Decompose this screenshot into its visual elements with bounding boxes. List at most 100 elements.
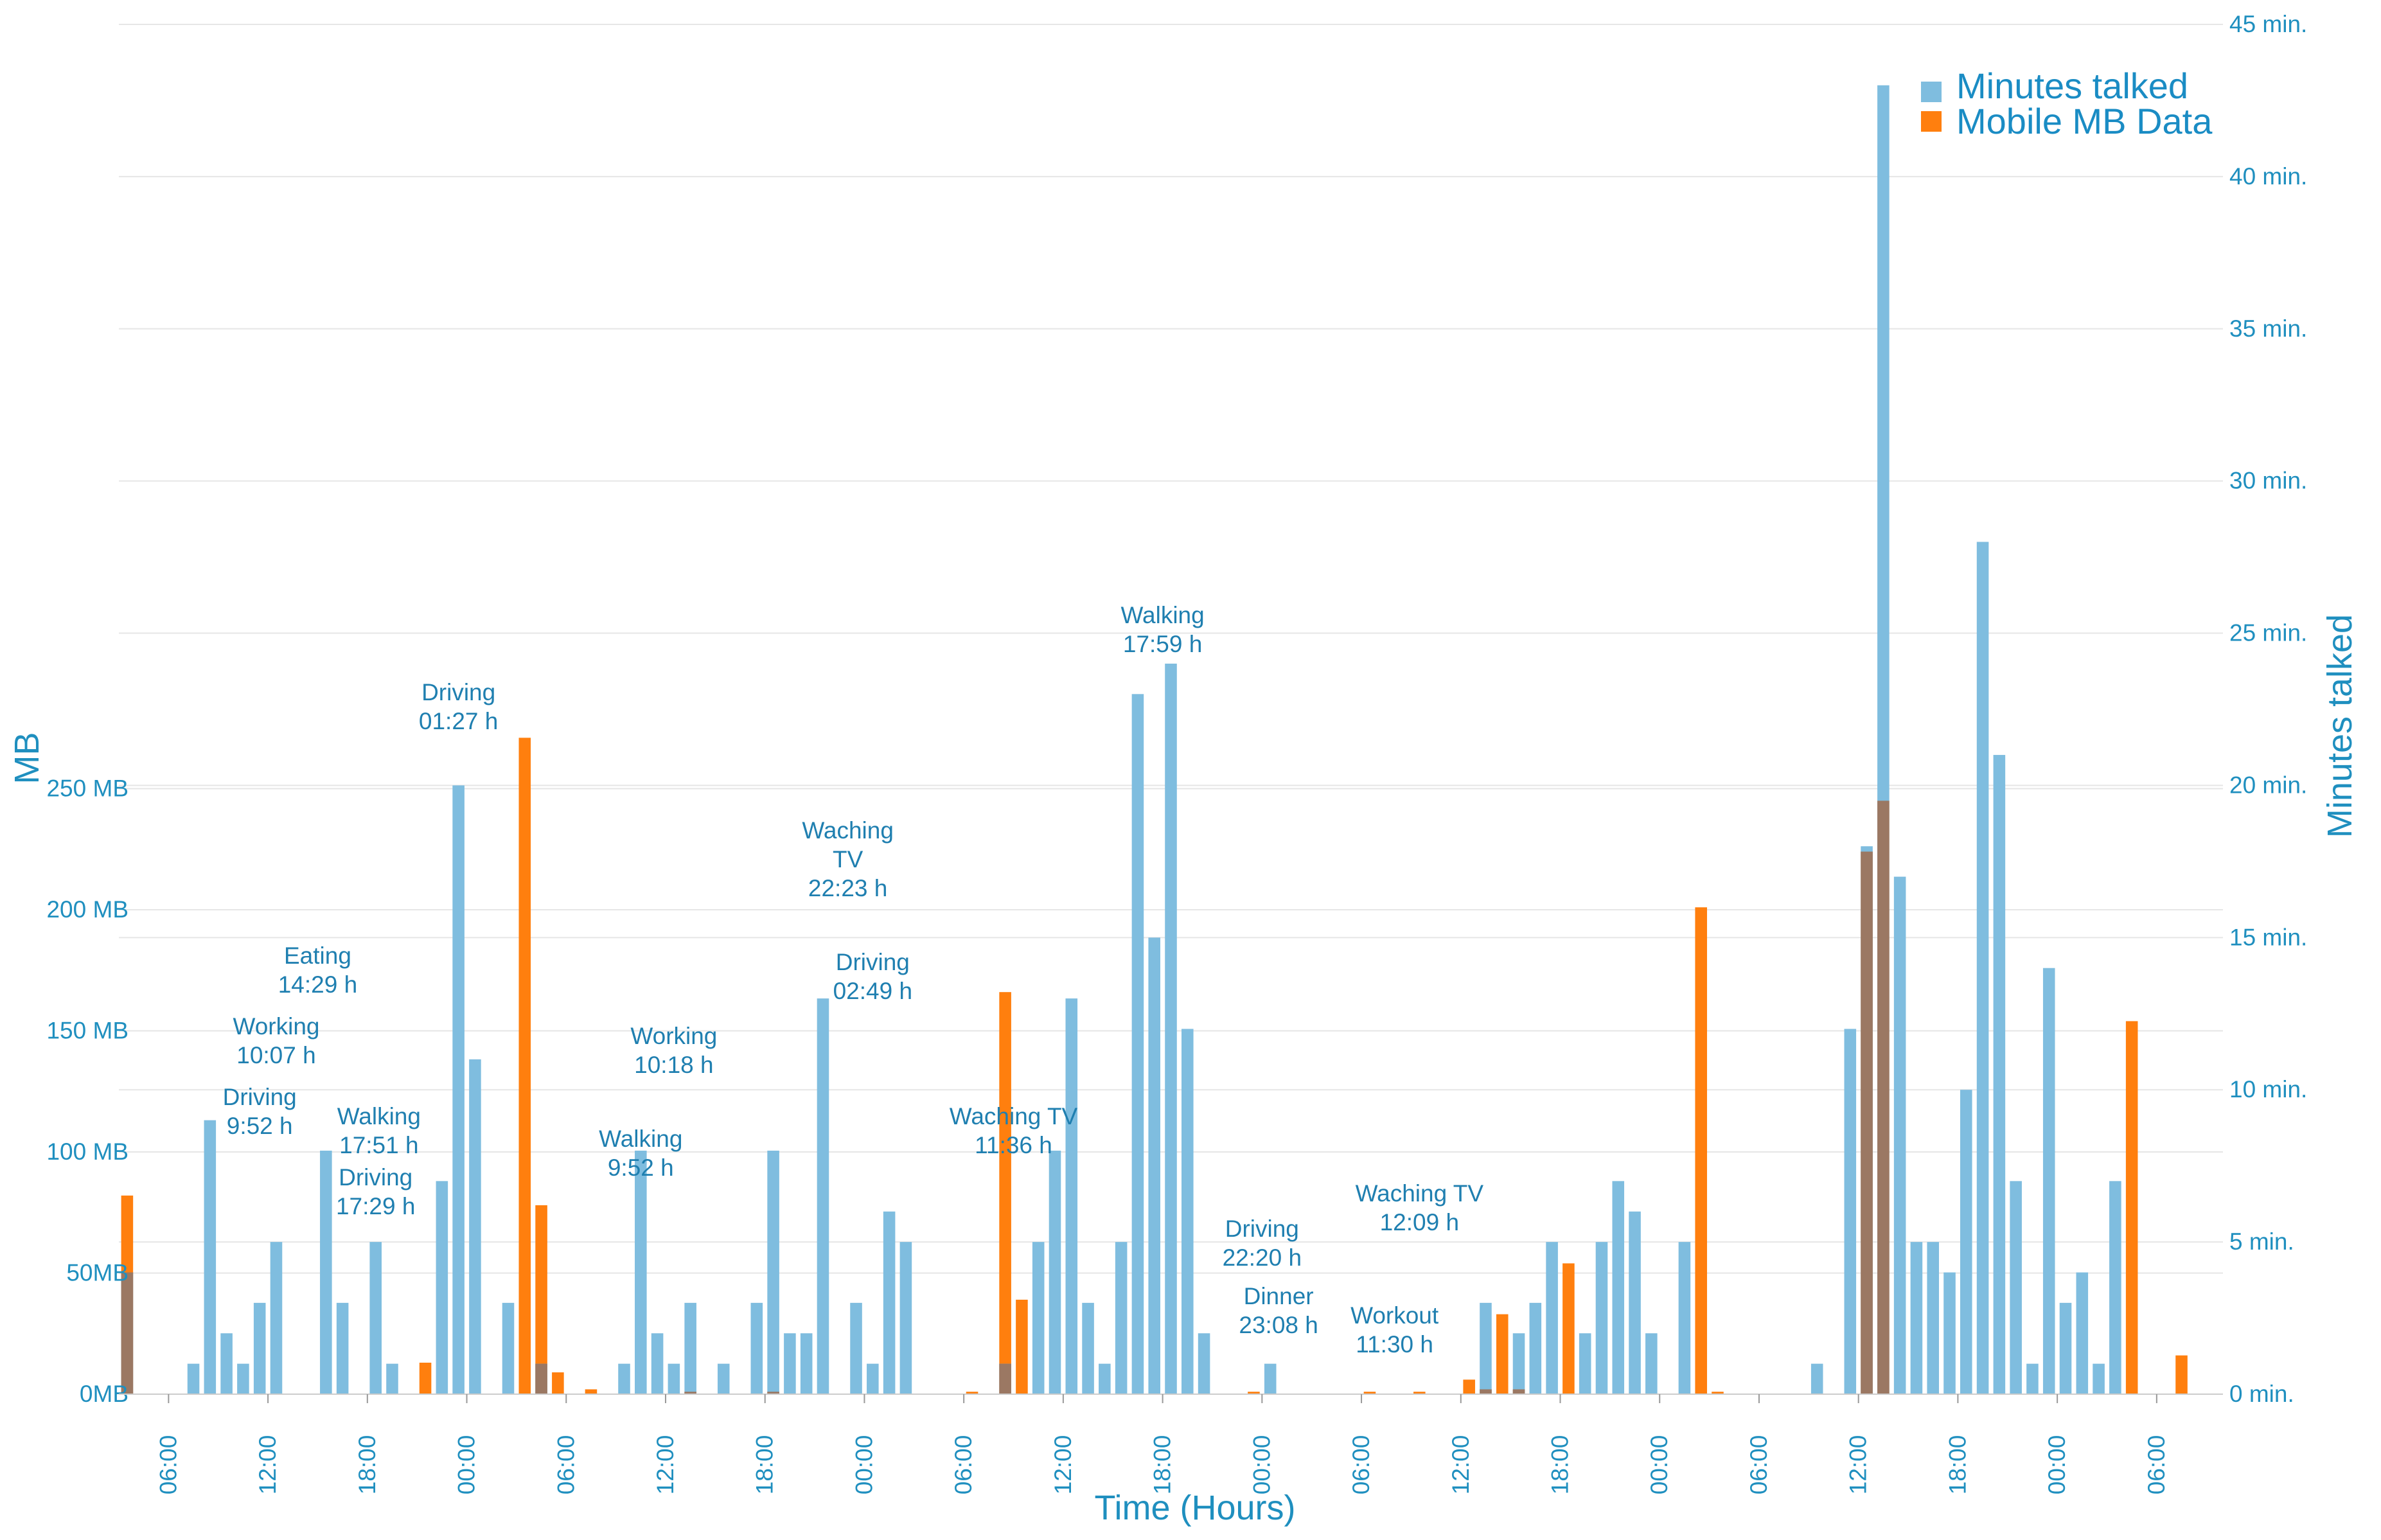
annotation-line: 12:09 h (1380, 1209, 1459, 1235)
right-tick-label: 10 min. (2229, 1076, 2307, 1102)
annotation-line: Workout (1350, 1302, 1439, 1329)
bar-minutes-talked (1065, 998, 1078, 1394)
bar-mobile-mb (2175, 1355, 2188, 1394)
bar-minutes-talked (1579, 1333, 1591, 1394)
x-tick-label: 00:00 (1248, 1435, 1275, 1495)
bar-minutes-talked (2093, 1363, 2105, 1394)
bar-minutes-talked (618, 1363, 630, 1394)
x-tick-label: 18:00 (1149, 1435, 1176, 1495)
annotation-line: 11:30 h (1356, 1331, 1433, 1358)
right-tick-label: 25 min. (2229, 620, 2307, 646)
bar-minutes-talked (502, 1302, 515, 1394)
x-tick-label: 12:00 (1050, 1435, 1076, 1495)
x-axis: 06:00 12:00 18:00 00:00 06:00 12:00 18:00 00:00… (119, 1394, 2223, 1494)
bar-mobile-mb (552, 1372, 564, 1394)
annotation-line: Working (630, 1023, 717, 1049)
bar-minutes-talked (1976, 542, 1989, 1394)
x-tick-label: 06:00 (2143, 1435, 2170, 1495)
bar-minutes-talked (253, 1302, 266, 1394)
legend-label-mobile-data: Mobile MB Data (1956, 101, 2213, 141)
bar-overlap (684, 1392, 696, 1394)
bar-minutes-talked (336, 1302, 349, 1394)
bars (121, 85, 2188, 1394)
x-tick-label: 06:00 (553, 1435, 579, 1495)
bar-minutes-talked (750, 1302, 763, 1394)
x-tick-label: 06:00 (155, 1435, 181, 1495)
bar-minutes-talked (1480, 1302, 1492, 1394)
bar-minutes-talked (1131, 694, 1144, 1394)
annotation-line: Waching TV (1356, 1180, 1484, 1207)
annotation-line: 17:59 h (1123, 631, 1202, 657)
annotation-line: Eating (284, 943, 351, 969)
bar-overlap (121, 1272, 134, 1394)
bar-minutes-talked (1082, 1302, 1094, 1394)
bar-minutes-talked (270, 1242, 283, 1394)
bar-minutes-talked (850, 1302, 862, 1394)
annotation-line: 02:49 h (833, 978, 912, 1004)
bar-minutes-talked (1810, 1363, 1823, 1394)
annotation-line: 17:51 h (339, 1132, 418, 1158)
bar-mobile-mb (1413, 1392, 1426, 1394)
x-tick-label: 00:00 (2044, 1435, 2070, 1495)
annotation-line: 9:52 h (227, 1113, 293, 1139)
y-axis-title-right: Minutes talked (2321, 614, 2359, 838)
bar-mobile-mb (535, 1205, 547, 1394)
bar-mobile-mb (966, 1392, 978, 1394)
x-tick-label: 12:00 (652, 1435, 678, 1495)
bar-minutes-talked (1198, 1333, 1210, 1394)
x-tick-label: 18:00 (1944, 1435, 1970, 1495)
annotation-line: 10:07 h (236, 1042, 315, 1068)
bar-minutes-talked (2010, 1181, 2022, 1394)
annotation-line: 9:52 h (608, 1155, 674, 1181)
left-tick-label: 100 MB (46, 1138, 128, 1165)
annotation-line: 22:20 h (1223, 1244, 1302, 1271)
left-tick-label: 150 MB (46, 1018, 128, 1044)
bar-minutes-talked (784, 1333, 796, 1394)
annotation-line: 17:29 h (336, 1193, 415, 1219)
bar-minutes-talked (651, 1333, 664, 1394)
bar-minutes-talked (767, 1150, 779, 1394)
bar-mobile-mb (585, 1389, 597, 1394)
bar-minutes-talked (899, 1242, 912, 1394)
bar-minutes-talked (867, 1363, 879, 1394)
bar-minutes-talked (635, 1150, 647, 1394)
bar-minutes-talked (1512, 1333, 1525, 1394)
right-tick-label: 30 min. (2229, 468, 2307, 494)
right-tick-label: 0 min. (2229, 1381, 2294, 1407)
bar-mobile-mb (2125, 1021, 2138, 1394)
bar-minutes-talked (220, 1333, 233, 1394)
x-tick-label: 06:00 (1746, 1435, 1772, 1495)
annotation-line: Waching TV (950, 1103, 1078, 1129)
legend-swatch-mobile-data (1921, 111, 1942, 132)
annotation-line: 23:08 h (1239, 1312, 1318, 1338)
legend-label-minutes: Minutes talked (1956, 66, 2188, 106)
bar-minutes-talked (1993, 755, 2006, 1394)
bar-minutes-talked (2109, 1181, 2121, 1394)
left-tick-label: 50MB (66, 1260, 128, 1286)
right-tick-label: 35 min. (2229, 315, 2307, 342)
legend-swatch-minutes (1921, 82, 1942, 102)
x-tick-label: 06:00 (1348, 1435, 1374, 1495)
x-tick-label: 12:00 (1447, 1435, 1474, 1495)
right-tick-label: 20 min. (2229, 772, 2307, 798)
x-tick-label: 00:00 (454, 1435, 480, 1495)
annotation-line: Driving (339, 1164, 412, 1190)
bar-minutes-talked (1115, 1242, 1128, 1394)
x-tick-label: 18:00 (1547, 1435, 1573, 1495)
bar-minutes-talked (369, 1242, 382, 1394)
bar-minutes-talked (1943, 1272, 1956, 1394)
annotation-line: Waching (802, 817, 894, 844)
bar-overlap (767, 1392, 779, 1394)
x-axis-title: Time (Hours) (1094, 1489, 1295, 1527)
bar-minutes-talked (2026, 1363, 2039, 1394)
bar-minutes-talked (469, 1059, 481, 1394)
bar-overlap (999, 1363, 1011, 1394)
bar-minutes-talked (436, 1181, 448, 1394)
bar-minutes-talked (1893, 876, 1906, 1394)
bar-overlap (1512, 1389, 1525, 1394)
bar-minutes-talked (2042, 968, 2055, 1394)
bar-overlap (1480, 1389, 1492, 1394)
x-tick-label: 12:00 (1845, 1435, 1872, 1495)
right-tick-label: 5 min. (2229, 1228, 2294, 1255)
